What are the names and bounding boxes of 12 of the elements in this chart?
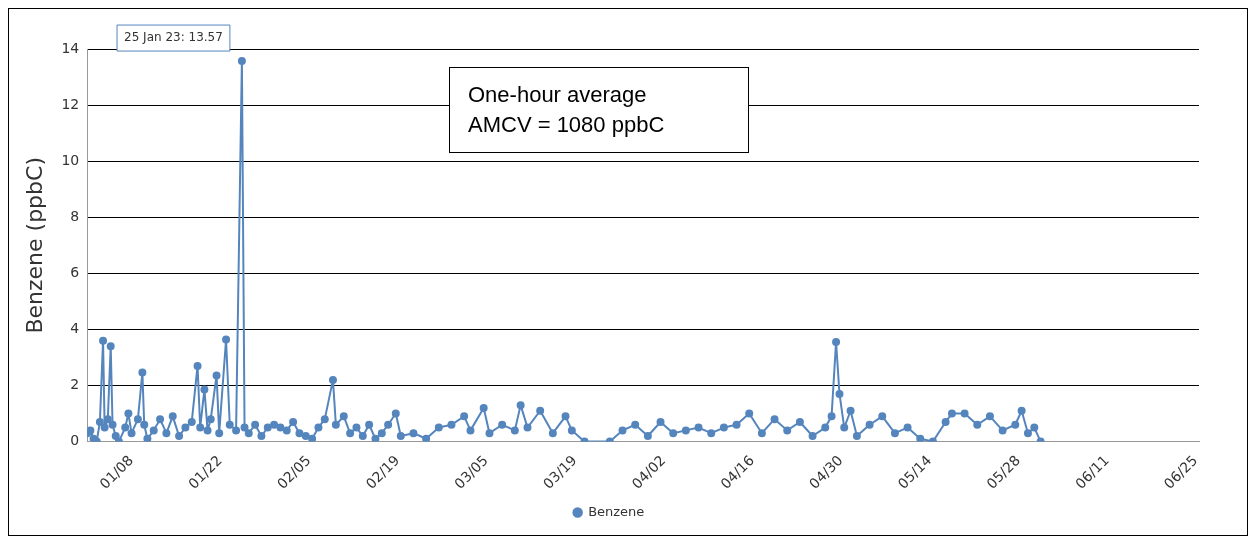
y-axis-title: Benzene (ppbC) [21,157,47,334]
y-tick-label: 2 [70,376,80,393]
annotation: 25 Jan 23: 13.57 [124,30,223,45]
y-tick-label: 8 [70,207,80,224]
y-tick-label: 0 [70,432,80,449]
legend-label: Benzene [588,503,645,519]
y-tick-label: 10 [61,151,80,168]
y-tick-label: 14 [61,39,80,56]
y-tick-label: 12 [61,95,80,112]
y-tick-label: 6 [70,263,80,280]
y-tick-label: 4 [70,320,80,337]
note-box: One-hour average AMCV = 1080 ppbC [449,67,749,153]
